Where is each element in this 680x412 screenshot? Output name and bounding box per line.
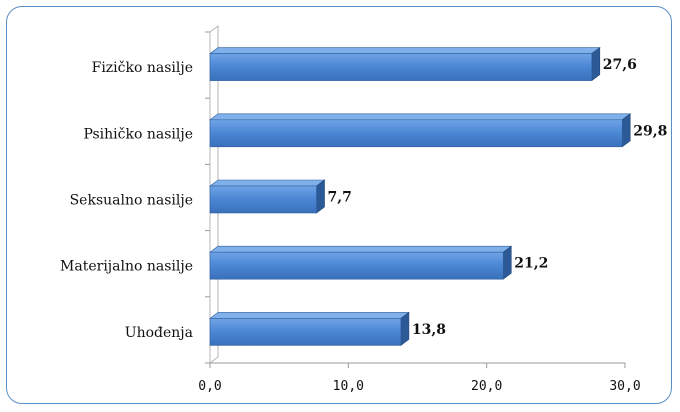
bar-front-face (210, 54, 592, 81)
x-tick-label: 20,0 (471, 379, 502, 394)
x-tick-label: 10,0 (333, 379, 364, 394)
bar-front-face (210, 120, 622, 147)
bar-front-face (210, 186, 317, 213)
bar-front-face (210, 252, 503, 279)
bar-end-face (317, 180, 325, 213)
data-label: 13,8 (412, 322, 446, 338)
bar-top-face (210, 312, 409, 318)
category-label: Psihičko nasilje (83, 126, 193, 142)
bar-end-face (401, 312, 409, 345)
bar-front-face (210, 318, 401, 345)
axis-corner (210, 357, 218, 363)
data-label: 27,6 (603, 57, 637, 73)
bar (210, 114, 630, 147)
category-label: Fizičko nasilje (92, 60, 193, 76)
data-label: 7,7 (328, 190, 352, 206)
bar-top-face (210, 48, 600, 54)
bar-top-face (210, 114, 630, 120)
bar (210, 180, 325, 213)
x-tick-label: 0,0 (198, 379, 221, 394)
category-label: Materijalno nasilje (60, 259, 193, 275)
bar-end-face (622, 114, 630, 147)
bar (210, 246, 511, 279)
bar-end-face (503, 246, 511, 279)
category-label: Uhođenja (125, 325, 193, 341)
bar-top-face (210, 180, 325, 186)
bar (210, 312, 409, 345)
data-label: 21,2 (514, 256, 548, 272)
bar-end-face (592, 48, 600, 81)
category-label: Seksualno nasilje (70, 193, 193, 209)
bar-top-face (210, 246, 511, 252)
bar (210, 48, 600, 81)
x-tick-label: 30,0 (609, 379, 640, 394)
data-label: 29,8 (633, 123, 667, 139)
